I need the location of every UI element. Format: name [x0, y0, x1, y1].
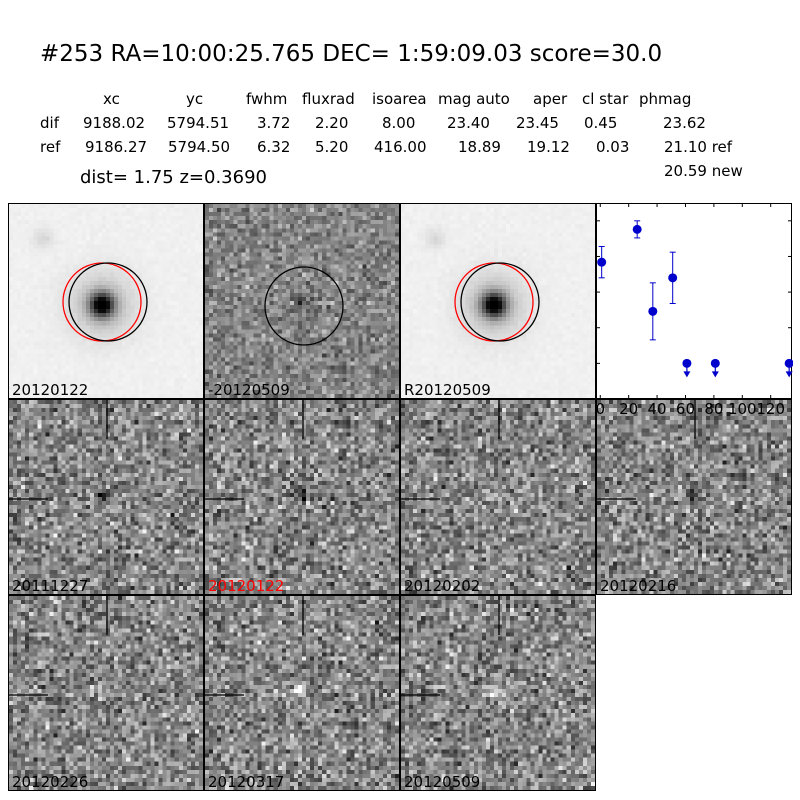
- stamp-image: [205, 596, 399, 790]
- stamp-image: [401, 400, 595, 594]
- col-header-cl-star: cl star: [582, 90, 629, 108]
- table-cell: 5794.50: [168, 138, 231, 156]
- light-curve-chart: 23.524.024.525.025.526.0020406080100120: [596, 203, 793, 415]
- x-tick-label: 20: [619, 400, 638, 415]
- x-tick-label: 60: [676, 400, 695, 415]
- stamp-overlay: [454, 262, 540, 342]
- x-tick-label: 80: [704, 400, 723, 415]
- stamp-label: 20120509: [404, 773, 481, 791]
- plot-frame: [596, 203, 792, 399]
- col-header-aper: aper: [533, 90, 568, 108]
- stamp-overlay: [401, 596, 500, 696]
- stamp-label: 20120226: [12, 773, 89, 791]
- col-header-phmag: phmag: [639, 90, 692, 108]
- col-header-fluxrad: fluxrad: [302, 90, 355, 108]
- stamp-label: 20120122: [208, 577, 285, 595]
- x-tick-label: 0: [596, 400, 605, 415]
- ref-aperture-circle: [454, 262, 534, 342]
- x-tick-label: 120: [756, 400, 785, 415]
- stamp-label: 20120202: [404, 577, 481, 595]
- data-point: [597, 257, 607, 267]
- stamp-label: 20120216: [600, 577, 677, 595]
- stamp-label: 20111227: [12, 577, 89, 595]
- stamp-image: [205, 400, 399, 594]
- table-cell: 5794.51: [167, 114, 230, 132]
- stamp-overlay: [205, 400, 304, 500]
- stamp-panel: 20120317: [204, 595, 400, 791]
- stamp-image: [205, 204, 399, 398]
- table-cell: 6.32: [257, 138, 291, 156]
- col-header-mag-auto: mag auto: [438, 90, 510, 108]
- x-tick-label: 100: [728, 400, 757, 415]
- dif-aperture-circle: [264, 266, 344, 346]
- table-cell: 5.20: [315, 138, 349, 156]
- stamp-panel: 20120509: [400, 595, 596, 791]
- stamp-overlay: [264, 266, 344, 346]
- col-header-yc: yc: [186, 90, 204, 108]
- table-cell: 18.89: [458, 138, 501, 156]
- stamp-panel: 20120226: [8, 595, 204, 791]
- stamp-image: [9, 204, 203, 398]
- table-cell: 23.45: [516, 114, 559, 132]
- stamp-label: 20120317: [208, 773, 285, 791]
- table-cell: 19.12: [527, 138, 570, 156]
- stamp-image: [597, 400, 791, 594]
- data-point: [668, 273, 678, 283]
- row-label-ref: ref: [40, 138, 61, 156]
- stamp-label: R20120509: [404, 381, 491, 399]
- x-tick-label: 40: [648, 400, 667, 415]
- col-header-xc: xc: [103, 90, 120, 108]
- table-cell: 0.03: [596, 138, 630, 156]
- stamp-image: [401, 204, 595, 398]
- page-title: #253 RA=10:00:25.765 DEC= 1:59:09.03 sco…: [40, 41, 663, 67]
- upper-limit-arrowhead: [683, 371, 691, 378]
- dif-aperture-circle: [460, 262, 540, 342]
- stamp-panel: 20120202: [400, 399, 596, 595]
- stamp-panel: 20120122: [8, 203, 204, 399]
- table-cell: 3.72: [257, 114, 291, 132]
- row-label-dif: dif: [40, 114, 59, 132]
- stamp-overlay: [401, 400, 500, 500]
- table-cell: 9188.02: [83, 114, 146, 132]
- stamp-image: [9, 400, 203, 594]
- data-point: [648, 306, 658, 316]
- table-cell: 23.40: [447, 114, 490, 132]
- upper-limit-arrowhead: [785, 371, 793, 378]
- stamp-image: [401, 596, 595, 790]
- table-cell: 0.45: [584, 114, 618, 132]
- stamp-overlay: [9, 596, 108, 696]
- stamp-label: -20120509: [208, 381, 290, 399]
- col-header-fwhm: fwhm: [246, 90, 288, 108]
- stamp-panel: 20111227: [8, 399, 204, 595]
- upper-limit-arrowhead: [711, 371, 719, 378]
- table-cell: 2.20: [315, 114, 349, 132]
- stamp-overlay: [62, 262, 148, 342]
- stamp-overlay: [597, 400, 696, 500]
- new-mag-readout: 20.59 new: [664, 162, 743, 180]
- stamp-label: 20120122: [12, 381, 89, 399]
- dist-z-readout: dist= 1.75 z=0.3690: [80, 167, 267, 188]
- stamp-panel: 20120122: [204, 399, 400, 595]
- table-cell: 21.10 ref: [664, 138, 733, 156]
- stamp-panel: R20120509: [400, 203, 596, 399]
- table-cell: 8.00: [382, 114, 416, 132]
- table-cell: 416.00: [374, 138, 427, 156]
- stamp-overlay: [9, 400, 108, 500]
- stamp-overlay: [205, 596, 304, 696]
- ref-aperture-circle: [62, 262, 142, 342]
- stamp-image: [9, 596, 203, 790]
- stamp-panel: 20120216: [596, 399, 792, 595]
- col-header-isoarea: isoarea: [372, 90, 427, 108]
- stamp-panel: -20120509: [204, 203, 400, 399]
- data-point: [632, 224, 642, 234]
- dif-aperture-circle: [68, 262, 148, 342]
- table-cell: 23.62: [663, 114, 706, 132]
- table-cell: 9186.27: [85, 138, 148, 156]
